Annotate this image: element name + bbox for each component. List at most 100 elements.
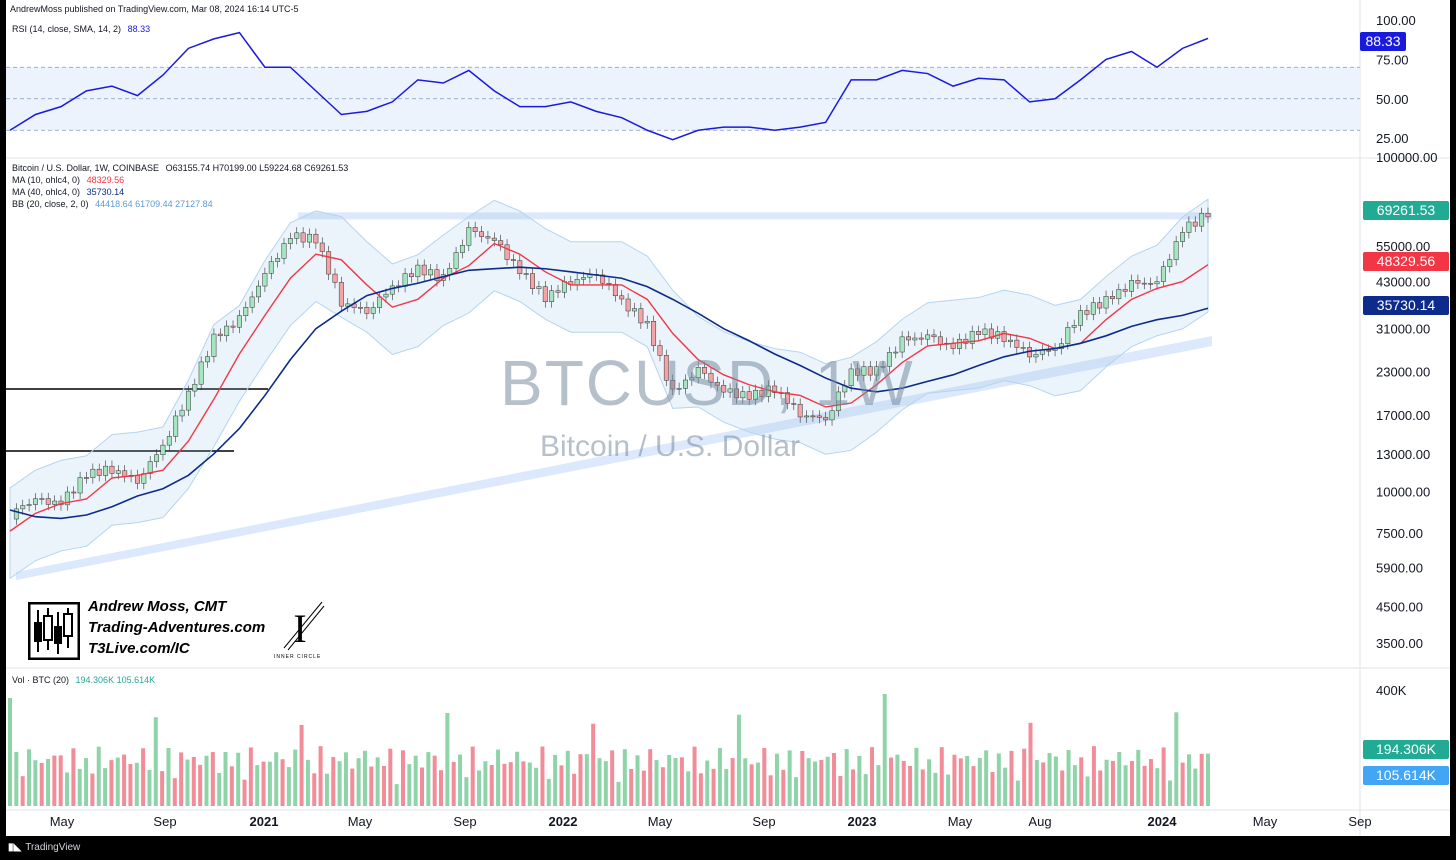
price-tick-label: 55000.00 (1376, 239, 1430, 254)
candle-body (810, 415, 816, 418)
candle-body (600, 274, 606, 284)
volume-bar (1091, 746, 1096, 806)
bb-legend-values: 44418.64 61709.44 27127.84 (95, 199, 213, 209)
candle-body (71, 491, 77, 494)
candle-body (160, 444, 166, 455)
candle-body (625, 298, 631, 312)
symbol-line: Bitcoin / U.S. Dollar, 1W, COINBASE (12, 163, 160, 173)
candle-body (13, 508, 19, 520)
candle-body (1148, 283, 1154, 285)
ma10-legend-value: 48329.56 (86, 175, 125, 185)
volume-bar (407, 764, 412, 806)
volume-ma-badge: 105.614K (1363, 766, 1449, 785)
x-axis-label: May (50, 814, 75, 829)
volume-bar (648, 749, 653, 806)
candle-body (33, 498, 38, 505)
inner-circle-text: INNER CIRCLE (274, 654, 322, 660)
candle-body (784, 392, 790, 404)
watermark-subtitle: Bitcoin / U.S. Dollar (540, 430, 801, 463)
symbol-legend: Bitcoin / U.S. Dollar, 1W, COINBASE O631… (12, 163, 348, 173)
volume-bar (350, 768, 355, 806)
candle-body (185, 390, 191, 411)
tradingview-brand[interactable]: ▮◣ TradingView (8, 842, 80, 853)
candle-body (619, 295, 625, 300)
volume-badge: 194.306K (1363, 740, 1449, 759)
volume-bar (280, 759, 285, 806)
volume-legend-values: 194.306K 105.614K (75, 675, 156, 685)
candle-body (632, 308, 637, 312)
candle-body (179, 409, 185, 417)
candle-body (52, 500, 58, 505)
volume-bar (293, 749, 298, 806)
candle-body (663, 355, 669, 381)
volume-bar (27, 749, 32, 806)
ma10-label: MA (10, ohlc4, 0) (12, 175, 81, 185)
candle-body (154, 454, 160, 462)
volume-bar (229, 766, 234, 806)
volume-bar (800, 751, 805, 806)
ma40-legend[interactable]: MA (40, ohlc4, 0) 35730.14 (12, 187, 124, 197)
volume-bar (318, 746, 323, 806)
volume-bar (14, 751, 19, 806)
volume-bar (813, 761, 818, 806)
candle-body (581, 277, 586, 280)
candle-body (874, 366, 880, 376)
candle-body (1020, 347, 1026, 349)
candle-body (364, 307, 370, 314)
volume-bar (160, 771, 165, 806)
candle-body (823, 417, 829, 421)
candle-body (192, 383, 198, 392)
volume-bar (115, 757, 120, 806)
x-axis-label: Sep (153, 814, 176, 829)
candle-body (472, 227, 478, 232)
volume-bar (141, 748, 146, 806)
candle-body (275, 258, 281, 262)
volume-bar (439, 770, 444, 806)
volume-bar (679, 757, 684, 806)
candle-body (428, 269, 434, 276)
candle-body (1033, 354, 1039, 358)
volume-bar (825, 756, 830, 806)
volume-bar (933, 772, 938, 806)
volume-bar (103, 768, 108, 806)
rsi-tick-label: 100.00 (1376, 13, 1416, 28)
candle-body (217, 333, 223, 337)
volume-bar (343, 752, 348, 806)
chart-svg[interactable]: 100.00 75.00 50.00 25.00 100000.00 55000.00 43… (6, 0, 1450, 836)
candle-body (759, 389, 765, 397)
candle-body (307, 233, 312, 243)
price-tick-label: 7500.00 (1376, 526, 1423, 541)
volume-bar (565, 750, 570, 806)
candle-body (39, 498, 45, 500)
candle-body (1129, 280, 1134, 292)
candle-body (1084, 310, 1090, 315)
volume-bar (1022, 748, 1027, 806)
credit-site2: T3Live.com/IC (88, 640, 190, 657)
candle-body (931, 334, 937, 338)
candle-body (1122, 289, 1128, 292)
inner-circle-logo-icon: I (283, 601, 325, 651)
volume-bar (660, 767, 665, 806)
price-tick-label: 23000.00 (1376, 365, 1430, 380)
bb-legend[interactable]: BB (20, close, 2, 0) 44418.64 61709.44 2… (12, 199, 213, 209)
ma10-legend[interactable]: MA (10, ohlc4, 0) 48329.56 (12, 175, 124, 185)
x-axis-label: Sep (453, 814, 476, 829)
volume-bar (413, 755, 418, 806)
candle-body (479, 231, 485, 237)
candle-body (498, 240, 504, 246)
volume-bar (1186, 754, 1191, 806)
candle-body (906, 336, 911, 341)
volume-bar (362, 750, 367, 806)
candle-body (612, 284, 618, 297)
x-axis-label: May (348, 814, 373, 829)
candle-body (281, 243, 287, 259)
chart-area[interactable]: 100.00 75.00 50.00 25.00 100000.00 55000.00 43… (6, 0, 1450, 836)
rsi-legend-label: RSI (14, close, SMA, 14, 2) (12, 24, 122, 34)
volume-bar (673, 757, 678, 806)
volume-legend[interactable]: Vol · BTC (20) 194.306K 105.614K (12, 675, 155, 685)
candle-body (1103, 296, 1109, 309)
x-axis-label: Aug (1028, 814, 1051, 829)
volume-bar (654, 760, 659, 806)
price-tick-label: 100000.00 (1376, 150, 1437, 165)
